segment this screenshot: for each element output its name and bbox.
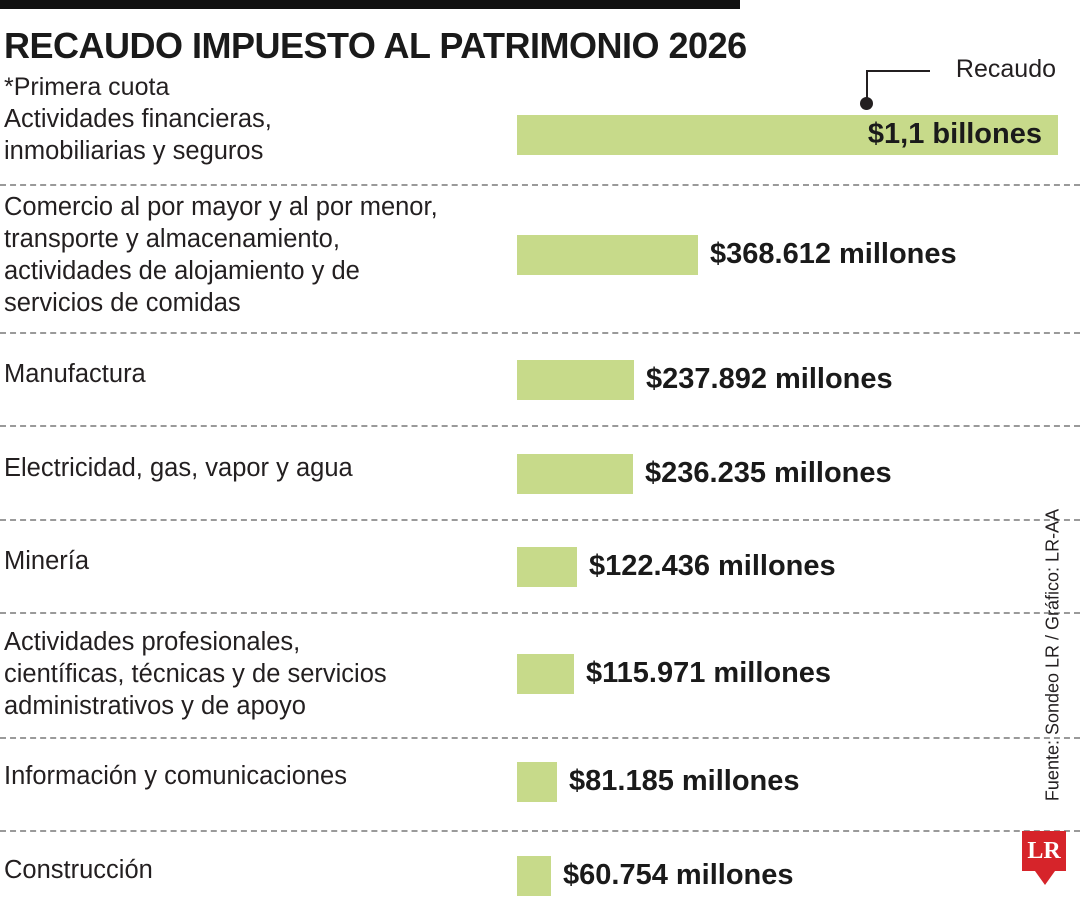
source-note: Fuente: Sondeo LR / Gráfico: LR-AA	[1042, 508, 1063, 802]
category-label: Información y comunicaciones	[4, 762, 347, 790]
row-separator	[0, 612, 1080, 614]
legend-leader-line	[866, 70, 930, 102]
row-separator	[0, 332, 1080, 334]
category-label: Construcción	[4, 856, 153, 884]
row-separator	[0, 830, 1080, 832]
bar	[517, 360, 634, 400]
lr-logo-tail	[1035, 871, 1055, 885]
category-label: Minería	[4, 547, 90, 575]
category-label: Electricidad, gas, vapor y agua	[4, 454, 353, 482]
row-separator	[0, 737, 1080, 739]
category-label: Comercio al por mayor y al por menor, tra…	[4, 193, 438, 317]
chart-subtitle: *Primera cuota	[4, 73, 170, 101]
legend-label: Recaudo	[955, 55, 1056, 83]
legend-marker	[860, 97, 873, 110]
category-label: Actividades financieras, inmobiliarias y …	[4, 105, 272, 165]
lr-logo: LR	[1022, 831, 1066, 871]
category-label: Actividades profesionales, científicas, t…	[4, 628, 387, 720]
row-separator	[0, 425, 1080, 427]
bar	[517, 654, 574, 694]
data-label: $1,1 billones	[867, 118, 1042, 150]
data-label: $115.971 millones	[586, 657, 832, 689]
top-rule	[0, 0, 740, 9]
data-label: $60.754 millones	[563, 859, 794, 891]
data-label: $237.892 millones	[646, 363, 893, 395]
bar	[517, 115, 1058, 155]
bar	[517, 235, 698, 275]
bar	[517, 856, 551, 896]
data-label: $122.436 millones	[589, 550, 836, 582]
category-label: Manufactura	[4, 360, 146, 388]
row-separator	[0, 519, 1080, 521]
bar	[517, 547, 577, 587]
row-separator	[0, 184, 1080, 186]
bar	[517, 454, 633, 494]
chart-title: RECAUDO IMPUESTO AL PATRIMONIO 2026	[4, 25, 747, 66]
bar	[517, 762, 557, 802]
data-label: $81.185 millones	[569, 765, 800, 797]
data-label: $368.612 millones	[710, 238, 957, 270]
data-label: $236.235 millones	[645, 457, 892, 489]
